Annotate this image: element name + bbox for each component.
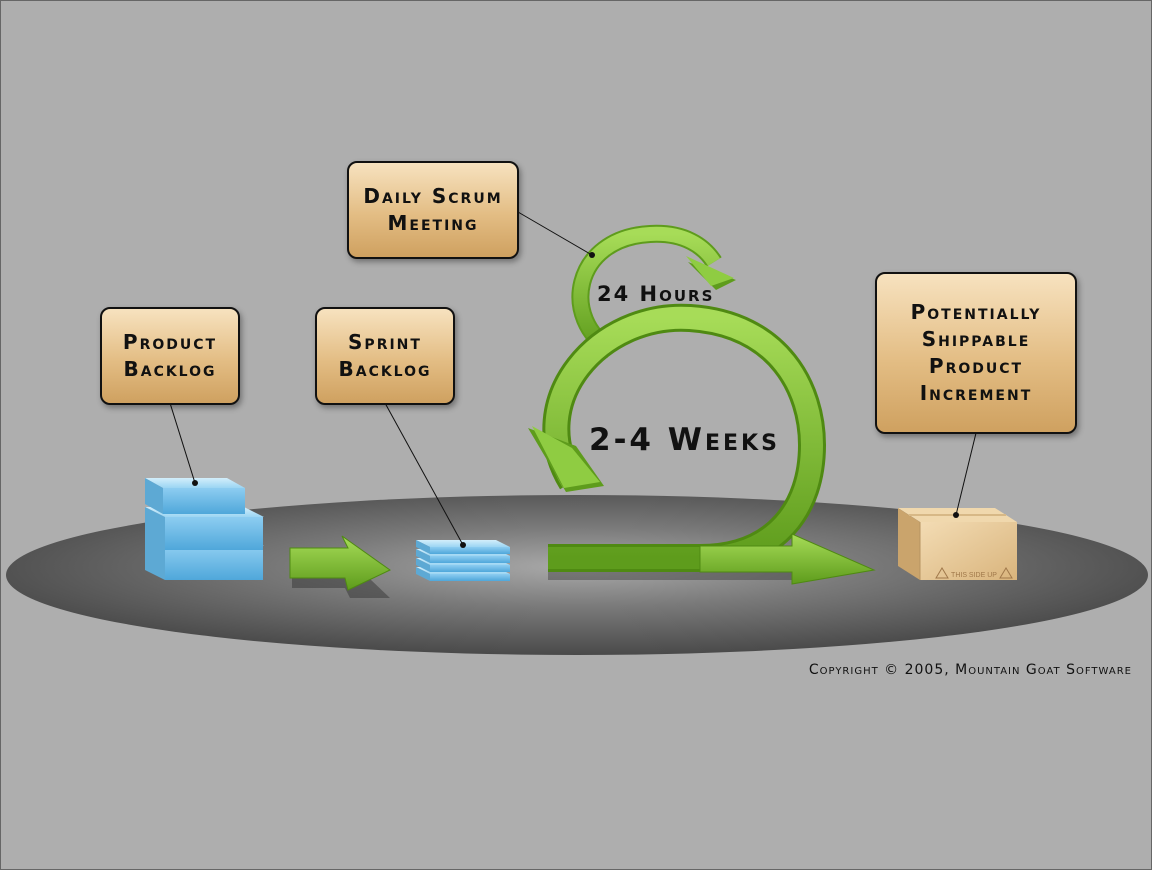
product-backlog-line-1: Product xyxy=(122,330,218,354)
product-backlog-line-2: Backlog xyxy=(123,357,217,381)
sprint-backlog-line-2: Backlog xyxy=(338,357,432,381)
product-backlog-callout: Product Backlog xyxy=(100,307,240,405)
sprint-backlog-callout: Sprint Backlog xyxy=(315,307,455,405)
daily-cycle-arrow-icon xyxy=(571,224,736,358)
sprint-cycle-label: 2-4 Weeks xyxy=(589,422,780,458)
copyright-text: Copyright © 2005, Mountain Goat Software xyxy=(808,662,1132,678)
arrow-to-sprint-backlog-icon xyxy=(289,535,391,598)
increment-callout: Potentially Shippable Product Increment xyxy=(875,272,1077,434)
sprint-backlog-connector xyxy=(384,402,464,546)
shippable-box-icon: THIS SIDE UP xyxy=(898,508,1017,580)
daily-cycle-label: 24 Hours xyxy=(597,282,715,306)
daily-scrum-line-2: Meeting xyxy=(387,211,479,235)
sprint-cycle-arrow-icon xyxy=(528,303,876,585)
sprint-backlog-line-1: Sprint xyxy=(348,330,422,354)
box-stamp-text: THIS SIDE UP xyxy=(951,572,997,579)
sprint-backlog-sheets-icon xyxy=(416,540,510,581)
daily-scrum-line-1: Daily Scrum xyxy=(363,184,503,208)
increment-line-4: Increment xyxy=(919,381,1033,405)
increment-connector xyxy=(955,432,977,516)
increment-line-1: Potentially xyxy=(910,300,1042,324)
daily-scrum-callout: Daily Scrum Meeting xyxy=(347,161,519,259)
ground-disc xyxy=(6,495,1148,655)
product-backlog-connector xyxy=(169,402,196,484)
product-backlog-blocks-icon xyxy=(145,478,264,580)
daily-scrum-connector xyxy=(517,211,593,256)
increment-line-3: Product xyxy=(928,354,1024,378)
increment-line-2: Shippable xyxy=(921,327,1031,351)
